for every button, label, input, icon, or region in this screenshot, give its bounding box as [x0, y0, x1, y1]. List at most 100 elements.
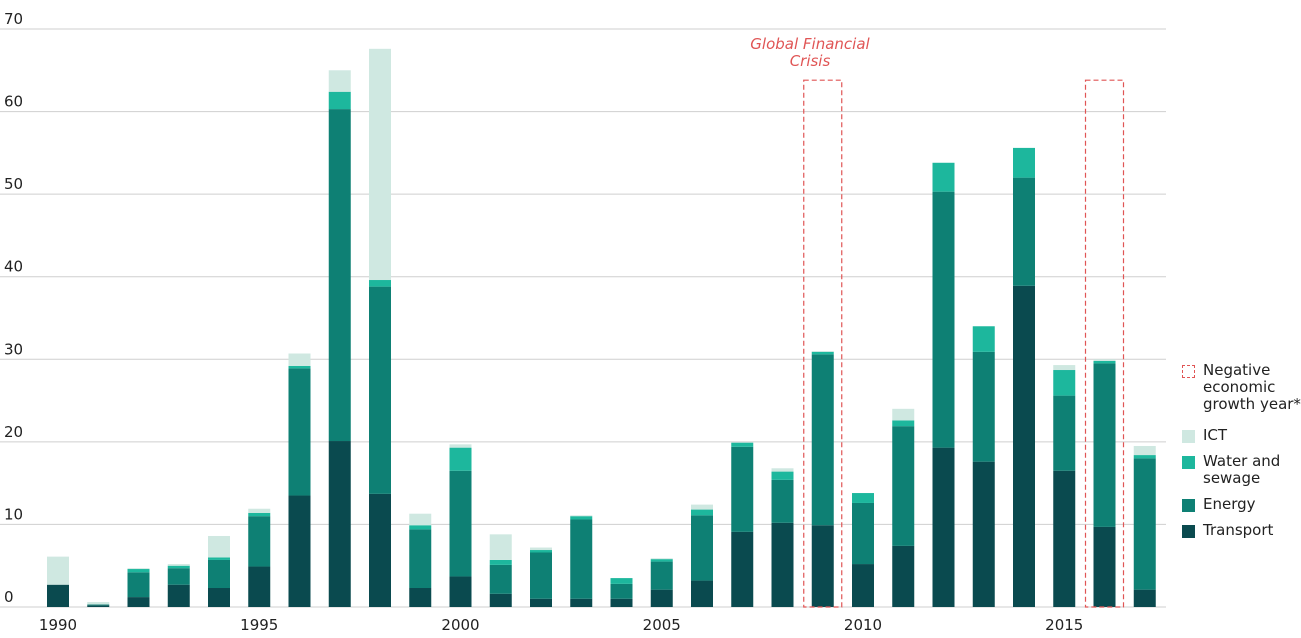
bar-2016-ict [1093, 359, 1116, 361]
bar-2001-water-and-sewage [489, 559, 512, 565]
bar-2010-transport [852, 564, 874, 607]
bar-2009-energy [811, 354, 834, 526]
bar-2015-water-and-sewage [1053, 370, 1076, 396]
legend-item-energy: Energy [1182, 496, 1301, 513]
bar-2011-energy [892, 426, 915, 546]
bar-2017-ict [1133, 445, 1156, 456]
negative-growth-box-2009 [803, 79, 843, 608]
bar-2000-water-and-sewage [449, 447, 472, 471]
legend-item-negative-growth: Negative economic growth year* [1182, 362, 1301, 413]
bar-2017-water-and-sewage [1133, 455, 1156, 459]
transport-swatch-icon [1182, 525, 1195, 538]
y-tick-label-0: 0 [4, 588, 14, 606]
dashed-box-icon [1182, 365, 1195, 378]
bar-1996-water-and-sewage [288, 365, 311, 369]
water-swatch-icon [1182, 456, 1195, 469]
bar-2012-energy [932, 191, 955, 448]
y-tick-label-40: 40 [4, 258, 23, 276]
bar-2006-energy [691, 515, 713, 581]
negative-growth-highlights [803, 79, 1125, 608]
bar-1991-energy [87, 604, 110, 606]
bar-1998-ict [369, 48, 391, 281]
bar-1997-water-and-sewage [328, 91, 351, 110]
bar-2007-energy [731, 446, 754, 532]
x-tick-label-1995: 1995 [240, 616, 278, 634]
bar-2010-energy [852, 502, 874, 565]
bar-2015-energy [1053, 395, 1076, 471]
bar-2003-water-and-sewage [570, 516, 593, 520]
bar-1992-energy [127, 572, 150, 598]
bar-1999-transport [409, 588, 432, 607]
bar-1998-water-and-sewage [369, 280, 391, 287]
bar-2011-water-and-sewage [892, 420, 915, 427]
bar-2006-water-and-sewage [691, 509, 713, 516]
bar-2006-transport [691, 580, 713, 607]
bar-2010-water-and-sewage [852, 493, 874, 503]
y-tick-label-70: 70 [4, 10, 23, 28]
bar-2002-ict [530, 547, 552, 551]
bar-1999-water-and-sewage [409, 525, 432, 530]
bar-2008-water-and-sewage [771, 471, 794, 480]
bar-1993-ict [167, 564, 190, 566]
bar-2013-transport [972, 461, 995, 607]
bar-2016-water-and-sewage [1093, 360, 1116, 364]
bar-2005-energy [650, 561, 673, 590]
energy-swatch-icon [1182, 499, 1195, 512]
bar-1993-transport [167, 584, 190, 607]
bar-1994-water-and-sewage [208, 557, 230, 560]
y-axis-tick-labels: 0 10 20 30 40 50 60 70 [4, 10, 23, 606]
legend-label-energy: Energy [1203, 495, 1256, 513]
bar-2004-transport [610, 598, 633, 607]
bar-1995-energy [248, 516, 271, 567]
bar-2005-water-and-sewage [650, 559, 673, 562]
bar-1994-transport [208, 588, 230, 607]
bar-2007-water-and-sewage [731, 442, 754, 447]
bar-1991-ict [87, 602, 110, 605]
bar-2014-water-and-sewage [1013, 147, 1035, 178]
bar-2009-transport [811, 525, 834, 607]
x-tick-label-1990: 1990 [39, 616, 77, 634]
bar-2014-energy [1013, 177, 1035, 286]
bar-1996-ict [288, 353, 311, 366]
bar-1996-energy [288, 368, 311, 496]
bar-1992-ict [127, 568, 150, 570]
bar-2009-ict [811, 351, 834, 352]
y-tick-label-60: 60 [4, 93, 23, 111]
x-tick-label-2010: 2010 [844, 616, 882, 634]
bar-2014-transport [1013, 285, 1035, 607]
bar-2016-transport [1093, 526, 1116, 607]
bar-2002-water-and-sewage [530, 550, 552, 553]
bar-1993-energy [167, 568, 190, 585]
bar-2004-energy [610, 583, 633, 599]
bar-2007-transport [731, 531, 754, 607]
x-tick-label-2005: 2005 [643, 616, 681, 634]
bar-2011-ict [892, 408, 915, 421]
bar-2013-energy [972, 351, 995, 462]
legend-label-transport: Transport [1203, 521, 1274, 539]
bar-2001-energy [489, 564, 512, 594]
bar-2017-energy [1133, 458, 1156, 590]
bar-2000-transport [449, 576, 472, 607]
bar-1995-water-and-sewage [248, 512, 271, 517]
bar-2006-ict [691, 504, 713, 510]
bar-2012-transport [932, 447, 955, 607]
bars [47, 48, 1156, 607]
bar-1998-energy [369, 286, 391, 494]
bar-2001-ict [489, 534, 512, 560]
bar-1992-transport [127, 597, 150, 607]
bar-2008-ict [771, 468, 794, 472]
bar-1993-water-and-sewage [167, 565, 190, 569]
bar-2001-transport [489, 593, 512, 607]
bar-1997-ict [328, 70, 351, 92]
bar-2009-water-and-sewage [811, 351, 834, 355]
bar-2008-energy [771, 479, 794, 523]
bar-2015-ict [1053, 365, 1076, 371]
negative-growth-box-2016 [1084, 79, 1125, 608]
bar-1995-ict [248, 508, 271, 513]
bar-2003-energy [570, 519, 593, 599]
legend-item-ict: ICT [1182, 427, 1301, 444]
bar-1994-energy [208, 559, 230, 589]
y-tick-label-20: 20 [4, 423, 23, 441]
bar-2017-transport [1133, 589, 1156, 607]
